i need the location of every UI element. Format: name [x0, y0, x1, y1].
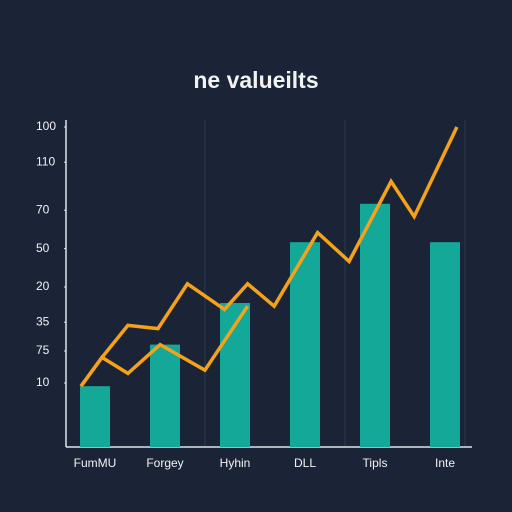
chart-title: ne valueilts [193, 67, 318, 93]
x-tick-label: Hyhin [220, 456, 251, 470]
y-tick-label: 20 [36, 279, 50, 293]
y-tick-label: 35 [36, 314, 50, 328]
y-tick-label: 10 [36, 375, 50, 389]
bar [290, 242, 320, 447]
x-tick-label: Forgey [146, 456, 183, 470]
bar [360, 203, 390, 447]
bar [430, 242, 460, 447]
x-tick-label: DLL [294, 456, 316, 470]
y-tick-label: 70 [36, 202, 50, 216]
y-tick-label: 75 [36, 343, 50, 357]
line [79, 305, 250, 388]
y-tick-label: 110 [36, 154, 55, 168]
line [79, 126, 459, 388]
x-tick-label: Tipls [363, 456, 388, 470]
y-tick-label: 50 [36, 241, 50, 255]
bar [150, 344, 180, 447]
bar [80, 386, 110, 447]
x-tick-label: Inte [435, 456, 455, 470]
x-tick-label: FumMU [74, 456, 117, 470]
y-tick-label: 100 [36, 119, 56, 133]
